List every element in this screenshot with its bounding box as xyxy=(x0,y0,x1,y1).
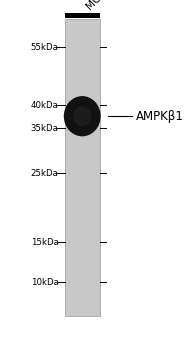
Text: 40kDa: 40kDa xyxy=(31,100,59,110)
Text: 55kDa: 55kDa xyxy=(31,43,59,52)
Ellipse shape xyxy=(64,96,101,136)
Text: 15kDa: 15kDa xyxy=(31,238,59,247)
Ellipse shape xyxy=(73,106,91,126)
Bar xyxy=(65,19,100,316)
Text: 35kDa: 35kDa xyxy=(31,124,59,133)
Text: AMPKβ1: AMPKβ1 xyxy=(136,110,184,123)
Text: MCF7: MCF7 xyxy=(84,0,112,11)
Text: 25kDa: 25kDa xyxy=(31,169,59,178)
Bar xyxy=(65,13,100,18)
Text: 10kDa: 10kDa xyxy=(31,278,59,287)
